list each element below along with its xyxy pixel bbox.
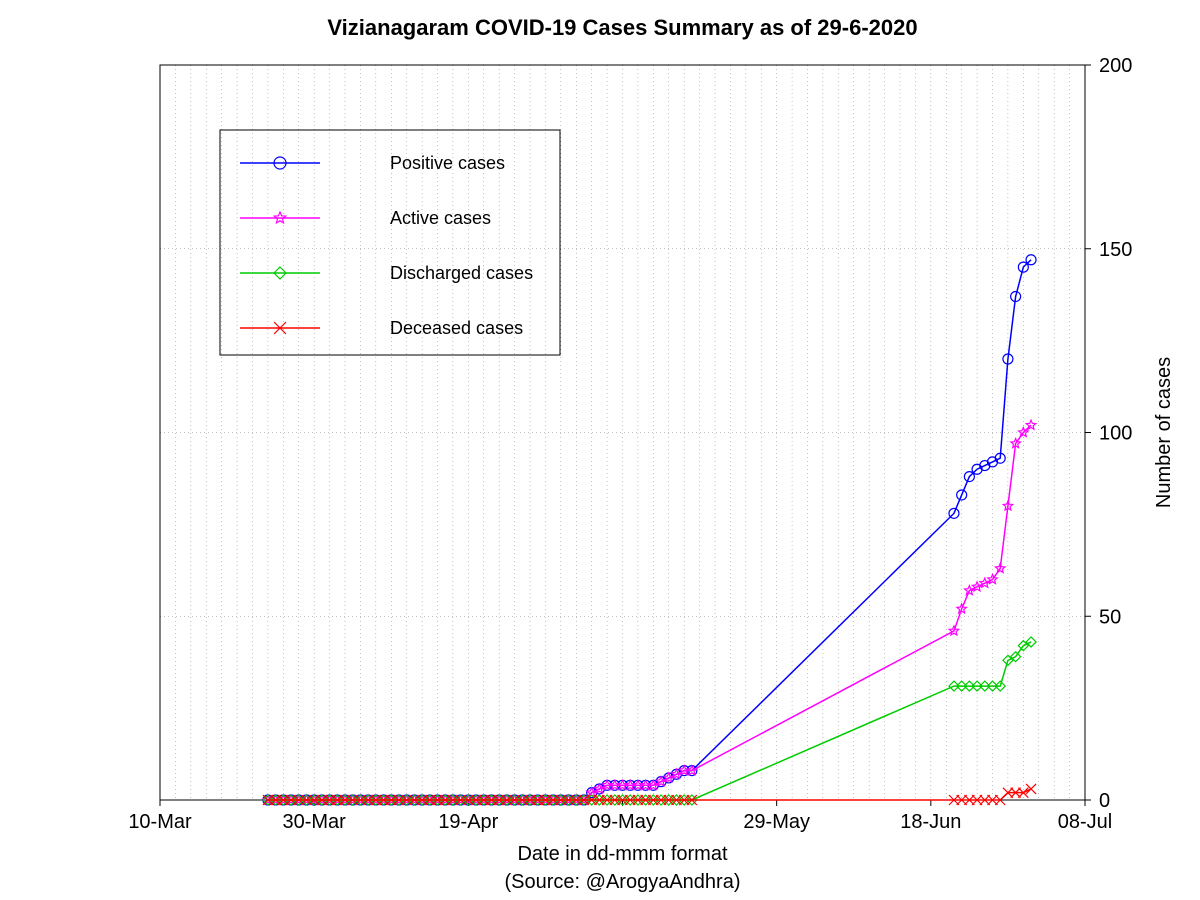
- legend-label: Discharged cases: [390, 263, 533, 283]
- x-axis-sublabel: (Source: @ArogyaAndhra): [505, 871, 741, 893]
- legend-label: Deceased cases: [390, 318, 523, 338]
- x-tick-label: 10-Mar: [128, 811, 192, 833]
- series-positive: [263, 255, 1036, 805]
- chart-title: Vizianagaram COVID-19 Cases Summary as o…: [327, 15, 917, 40]
- x-tick-label: 29-May: [743, 811, 810, 833]
- x-axis-label: Date in dd-mmm format: [517, 843, 727, 865]
- series-discharged: [263, 637, 1036, 805]
- y-tick-label: 0: [1099, 790, 1110, 812]
- y-tick-label: 200: [1099, 55, 1132, 77]
- y-tick-label: 100: [1099, 423, 1132, 445]
- series-line-discharged: [268, 642, 1031, 800]
- chart-container: Vizianagaram COVID-19 Cases Summary as o…: [0, 0, 1200, 900]
- y-axis-label: Number of cases: [1153, 357, 1175, 508]
- x-tick-label: 09-May: [589, 811, 656, 833]
- series-line-positive: [268, 260, 1031, 800]
- y-tick-label: 150: [1099, 239, 1132, 261]
- legend: Positive cases Active cases Discharged cas…: [220, 130, 560, 355]
- x-tick-label: 08-Jul: [1058, 811, 1112, 833]
- x-tick-label: 30-Mar: [282, 811, 346, 833]
- series-active: [263, 420, 1036, 804]
- chart-svg: Vizianagaram COVID-19 Cases Summary as o…: [0, 0, 1200, 900]
- y-tick-label: 50: [1099, 606, 1121, 628]
- x-tick-label: 18-Jun: [900, 811, 961, 833]
- x-tick-label: 19-Apr: [438, 811, 498, 833]
- legend-label: Positive cases: [390, 153, 505, 173]
- series-line-active: [268, 425, 1031, 800]
- legend-label: Active cases: [390, 208, 491, 228]
